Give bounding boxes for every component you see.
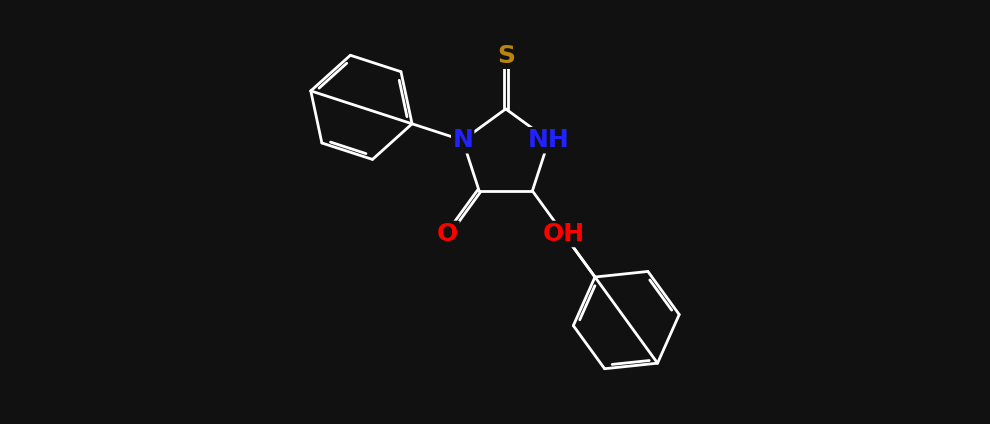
Text: O: O <box>438 222 458 246</box>
Text: S: S <box>497 44 515 68</box>
Text: OH: OH <box>543 222 585 246</box>
Text: N: N <box>452 128 473 152</box>
Text: NH: NH <box>528 128 569 152</box>
